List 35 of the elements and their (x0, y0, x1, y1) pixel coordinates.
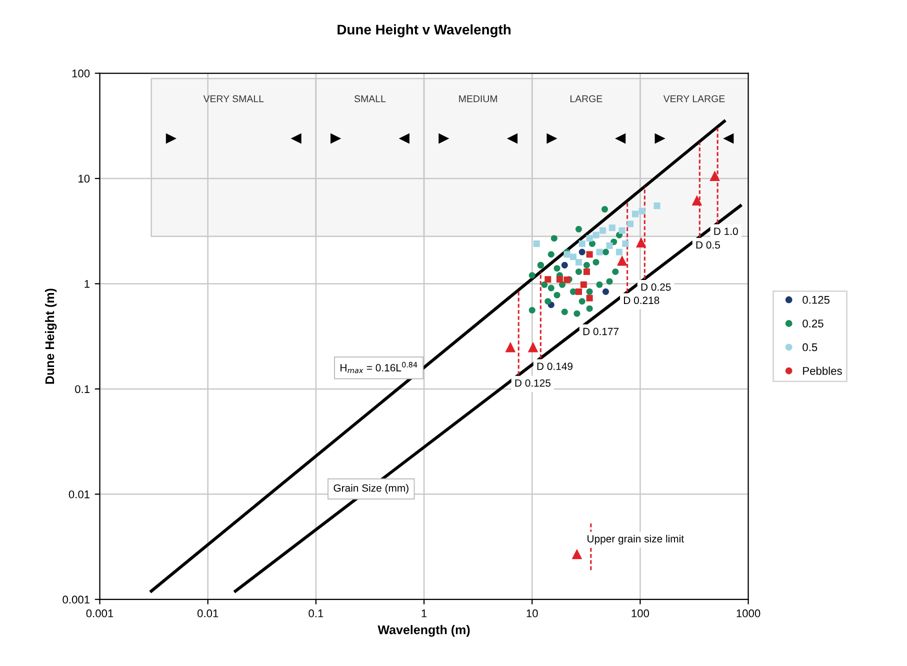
y-axis-title: Dune Height (m) (44, 288, 57, 384)
y-tick-label: 0.01 (68, 490, 90, 498)
band-label: VERY LARGE (663, 95, 725, 102)
legend-label: 0.5 (802, 343, 818, 352)
legend-label: 0.25 (802, 320, 824, 328)
y-tick-label: 10 (78, 174, 90, 183)
legend-label: Pebbles (803, 366, 842, 375)
band-label: LARGE (570, 95, 602, 102)
annotation: D 0.177 (583, 328, 618, 336)
annotation: D 0.149 (537, 362, 572, 370)
annotation: D 0.125 (515, 379, 550, 387)
x-tick-label: 1000 (736, 609, 760, 618)
annotation: Upper grain size limit (588, 534, 684, 545)
y-tick-label: 0.1 (75, 385, 90, 394)
x-tick-label: 1 (422, 610, 427, 618)
annotation: Grain Size (mm) (334, 484, 408, 494)
annotation: H$_{max}$ = 0.16L$^{0.84}$ (340, 362, 418, 374)
band-label: MEDIUM (459, 95, 497, 102)
chart-title: Dune Height v Wavelength (338, 24, 510, 38)
x-tick-label: 0.1 (308, 609, 324, 618)
x-tick-label: 100 (632, 609, 650, 618)
y-tick-label: 100 (72, 70, 90, 78)
annotation: D 1.0 (714, 228, 738, 236)
annotation: D 0.25 (641, 283, 671, 291)
band-label: VERY SMALL (203, 95, 264, 102)
band-label: SMALL (354, 95, 386, 102)
x-axis-title: Wavelength (m) (378, 625, 470, 637)
y-tick-label: 0.001 (62, 596, 90, 604)
legend-label: 0.125 (802, 296, 830, 304)
x-tick-label: 0.001 (86, 609, 114, 618)
annotation: D 0.5 (696, 241, 720, 249)
annotation: D 0.218 (624, 296, 660, 304)
x-tick-label: 10 (526, 609, 538, 618)
x-tick-label: 0.01 (197, 609, 218, 618)
y-tick-label: 1 (84, 280, 90, 288)
